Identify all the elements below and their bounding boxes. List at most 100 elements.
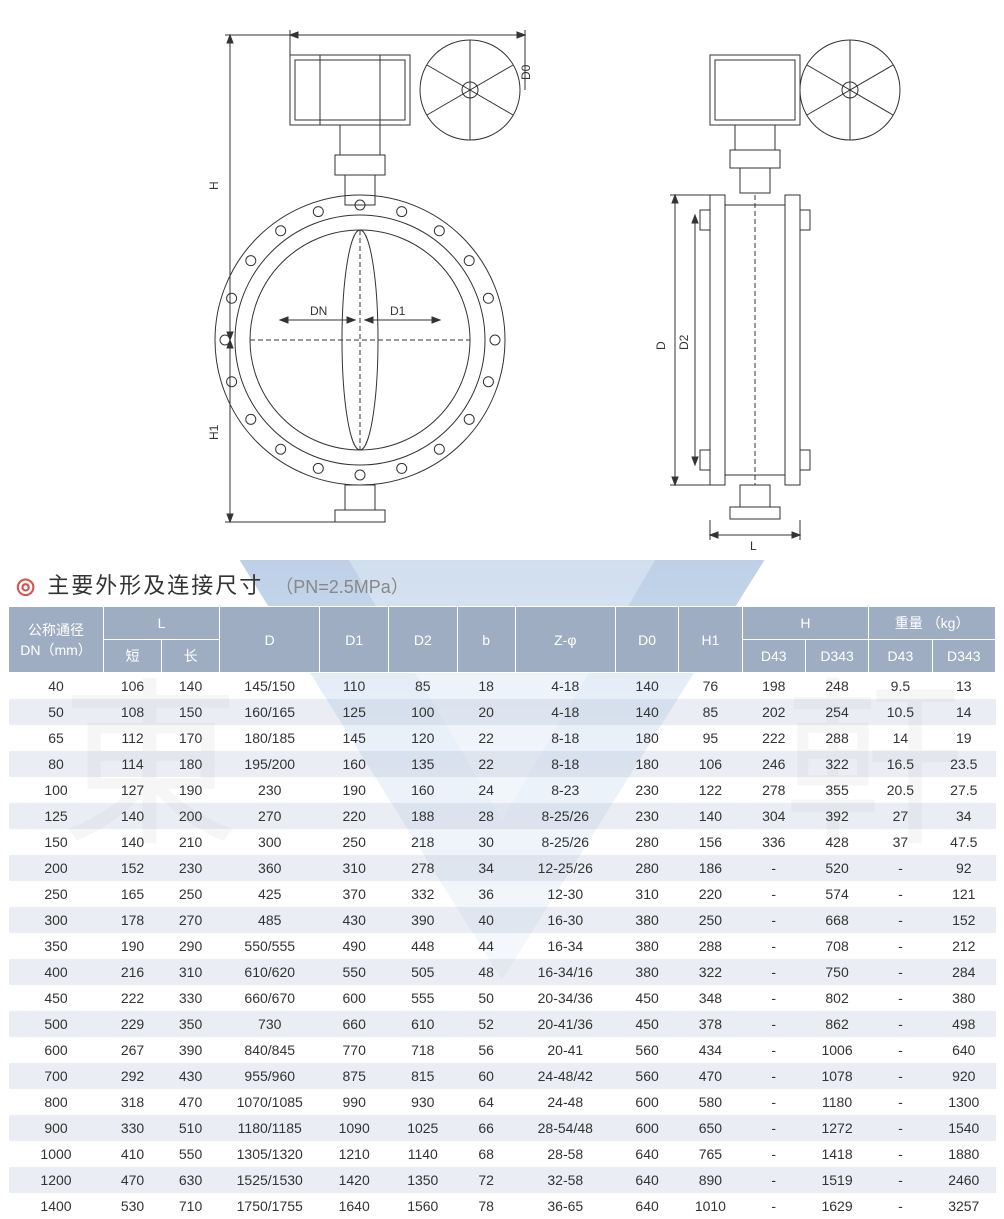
table-cell: 140 (104, 803, 162, 829)
table-cell: 72 (457, 1167, 515, 1193)
table-cell: 355 (805, 777, 868, 803)
table-cell: 56 (457, 1037, 515, 1063)
table-cell: 188 (388, 803, 457, 829)
table-header-cell: 重量 （kg） (869, 607, 996, 640)
table-cell: 22 (457, 725, 515, 751)
table-cell: 112 (104, 725, 162, 751)
table-cell: 152 (932, 907, 995, 933)
table-cell: 122 (679, 777, 742, 803)
table-row: 65112170180/185145120228-181809522228814… (9, 725, 996, 751)
table-cell: 730 (220, 1011, 320, 1037)
table-cell: 310 (162, 959, 220, 985)
table-cell: 140 (162, 673, 220, 700)
label-d0: D0 (519, 64, 533, 80)
table-cell: 12-25/26 (515, 855, 615, 881)
table-cell: 448 (388, 933, 457, 959)
table-cell: 100 (388, 699, 457, 725)
table-cell: 520 (805, 855, 868, 881)
label-d1: D1 (390, 304, 406, 318)
label-l: L (750, 539, 757, 550)
table-cell: 36-65 (515, 1193, 615, 1219)
title-bullet-icon: ◎ (16, 573, 35, 599)
table-subheader-cell: D343 (932, 640, 995, 673)
table-cell: 270 (220, 803, 320, 829)
table-cell: 900 (9, 1115, 104, 1141)
table-cell: - (869, 959, 932, 985)
table-cell: 140 (679, 803, 742, 829)
table-cell: 428 (805, 829, 868, 855)
table-cell: - (869, 1193, 932, 1219)
table-cell: 270 (162, 907, 220, 933)
table-cell: 140 (104, 829, 162, 855)
table-cell: 1640 (320, 1193, 389, 1219)
table-cell: 930 (388, 1089, 457, 1115)
table-cell: 710 (162, 1193, 220, 1219)
table-cell: - (742, 1193, 805, 1219)
table-cell: 100 (9, 777, 104, 803)
table-cell: 530 (104, 1193, 162, 1219)
table-cell: 20 (457, 699, 515, 725)
table-cell: 220 (679, 881, 742, 907)
table-cell: 1750/1755 (220, 1193, 320, 1219)
table-row: 150140210300250218308-25/262801563364283… (9, 829, 996, 855)
table-cell: 425 (220, 881, 320, 907)
table-cell: 1420 (320, 1167, 389, 1193)
table-cell: 248 (805, 673, 868, 700)
table-cell: - (869, 1089, 932, 1115)
table-cell: 1180 (805, 1089, 868, 1115)
table-row: 2501652504253703323612-30310220-574-121 (9, 881, 996, 907)
table-row: 2001522303603102783412-25/26280186-520-9… (9, 855, 996, 881)
table-cell: 250 (162, 881, 220, 907)
page: 東 軒 (0, 0, 1004, 1219)
label-h: H (207, 181, 221, 190)
table-cell: 145/150 (220, 673, 320, 700)
table-cell: 19 (932, 725, 995, 751)
table-cell: 610 (388, 1011, 457, 1037)
table-cell: 500 (9, 1011, 104, 1037)
table-cell: 370 (320, 881, 389, 907)
table-cell: 510 (162, 1115, 220, 1141)
table-cell: - (869, 933, 932, 959)
table-cell: 560 (615, 1037, 678, 1063)
table-cell: 18 (457, 673, 515, 700)
table-cell: 110 (320, 673, 389, 700)
table-subheader-cell: 短 (104, 640, 162, 673)
table-cell: 890 (679, 1167, 742, 1193)
table-cell: 8-18 (515, 725, 615, 751)
table-cell: 660 (320, 1011, 389, 1037)
table-cell: 430 (162, 1063, 220, 1089)
table-cell: 378 (679, 1011, 742, 1037)
table-cell: 92 (932, 855, 995, 881)
table-row: 700292430955/9608758156024-48/42560470-1… (9, 1063, 996, 1089)
table-cell: 300 (220, 829, 320, 855)
table-cell: - (742, 1011, 805, 1037)
table-cell: 27.5 (932, 777, 995, 803)
table-cell: 1272 (805, 1115, 868, 1141)
table-cell: 165 (104, 881, 162, 907)
table-cell: 288 (679, 933, 742, 959)
table-cell: 106 (679, 751, 742, 777)
table-cell: 150 (162, 699, 220, 725)
table-cell: 2460 (932, 1167, 995, 1193)
dimensions-table: 公称通径DN（mm）LDD1D2bZ-φD0H1H重量 （kg） 短长D43D3… (8, 606, 996, 1219)
table-cell: 350 (9, 933, 104, 959)
label-dn: DN (310, 304, 327, 318)
table-subheader-cell: D43 (742, 640, 805, 673)
table-cell: 1078 (805, 1063, 868, 1089)
table-cell: 550 (162, 1141, 220, 1167)
table-cell: 186 (679, 855, 742, 881)
table-cell: 78 (457, 1193, 515, 1219)
section-title: 主要外形及连接尺寸 (47, 568, 263, 600)
table-header-cell: D (220, 607, 320, 673)
table-cell: 990 (320, 1089, 389, 1115)
table-cell: 28-58 (515, 1141, 615, 1167)
table-cell: 1200 (9, 1167, 104, 1193)
table-row: 12004706301525/1530142013507232-58640890… (9, 1167, 996, 1193)
table-cell: 50 (9, 699, 104, 725)
table-cell: 180 (162, 751, 220, 777)
table-row: 9003305101180/1185109010256628-54/486006… (9, 1115, 996, 1141)
table-cell: 16-34 (515, 933, 615, 959)
table-cell: 152 (104, 855, 162, 881)
table-cell: - (742, 855, 805, 881)
table-cell: 24-48/42 (515, 1063, 615, 1089)
